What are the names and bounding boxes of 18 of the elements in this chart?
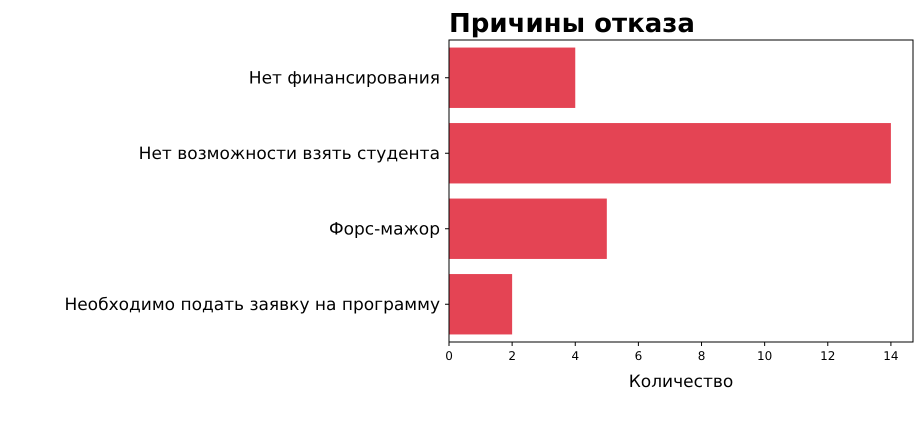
x-tick-label: 2 (508, 349, 516, 363)
y-tick-label: Необходимо подать заявку на программу (64, 295, 440, 316)
chart-title: Причины отказа (449, 9, 695, 39)
y-tick-label: Нет возможности взять студента (138, 144, 440, 164)
bar (449, 48, 576, 108)
x-tick-label: 4 (571, 349, 580, 363)
bar (449, 198, 607, 259)
y-tick-label: Нет финансирования (248, 68, 440, 89)
x-tick-label: 0 (445, 349, 453, 363)
x-tick-label: 14 (883, 349, 899, 363)
x-axis-title: Количество (628, 372, 734, 392)
y-tick-label: Форс-мажор (328, 220, 440, 240)
x-tick-label: 8 (698, 349, 706, 363)
bar (449, 123, 891, 184)
x-tick-label: 10 (757, 349, 772, 363)
bar (449, 274, 512, 334)
x-tick-label: 6 (634, 349, 642, 363)
x-tick-label: 12 (820, 349, 836, 363)
